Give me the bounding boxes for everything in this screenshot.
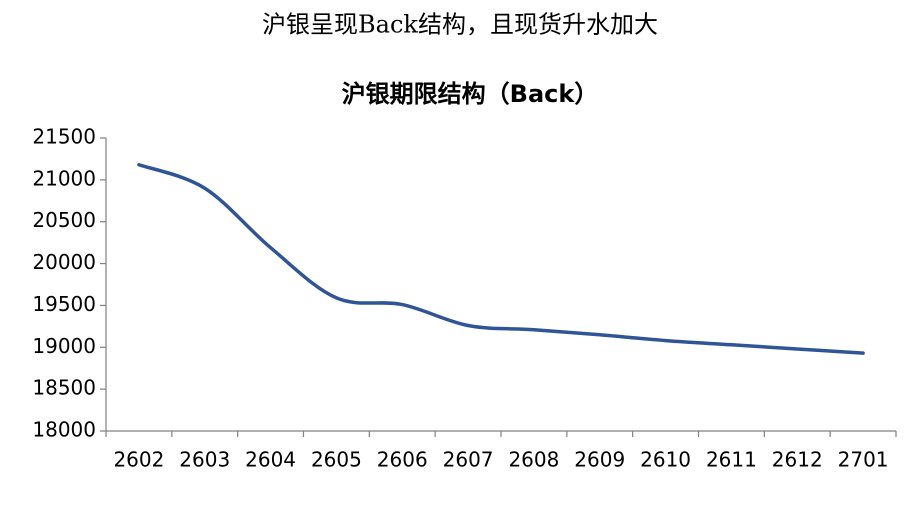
x-tick-label: 2602 bbox=[113, 448, 164, 472]
x-tick-label: 2609 bbox=[574, 448, 625, 472]
x-tick-label: 2701 bbox=[838, 448, 889, 472]
page-heading: 沪银呈现Back结构，且现货升水加大 bbox=[262, 11, 658, 39]
y-tick-label: 21000 bbox=[32, 166, 96, 190]
x-tick-label: 2611 bbox=[706, 448, 757, 472]
y-tick-label: 18500 bbox=[32, 376, 96, 400]
data-line bbox=[137, 163, 865, 355]
y-tick-label: 19500 bbox=[32, 292, 96, 316]
y-tick-label: 21500 bbox=[32, 125, 96, 149]
y-tick-label: 19000 bbox=[32, 334, 96, 358]
x-tick-label: 2606 bbox=[377, 448, 428, 472]
x-tick-label: 2612 bbox=[772, 448, 823, 472]
x-tick-label: 2605 bbox=[311, 448, 362, 472]
x-tick-label: 2604 bbox=[245, 448, 296, 472]
x-tick-label: 2603 bbox=[179, 448, 230, 472]
x-tick-label: 2608 bbox=[508, 448, 559, 472]
x-tick-label: 2610 bbox=[640, 448, 691, 472]
y-tick-label: 20500 bbox=[32, 208, 96, 232]
y-tick-label: 18000 bbox=[32, 418, 96, 442]
chart-title: 沪银期限结构（Back） bbox=[342, 80, 599, 108]
y-tick-label: 20000 bbox=[32, 250, 96, 274]
x-tick-label: 2607 bbox=[443, 448, 494, 472]
